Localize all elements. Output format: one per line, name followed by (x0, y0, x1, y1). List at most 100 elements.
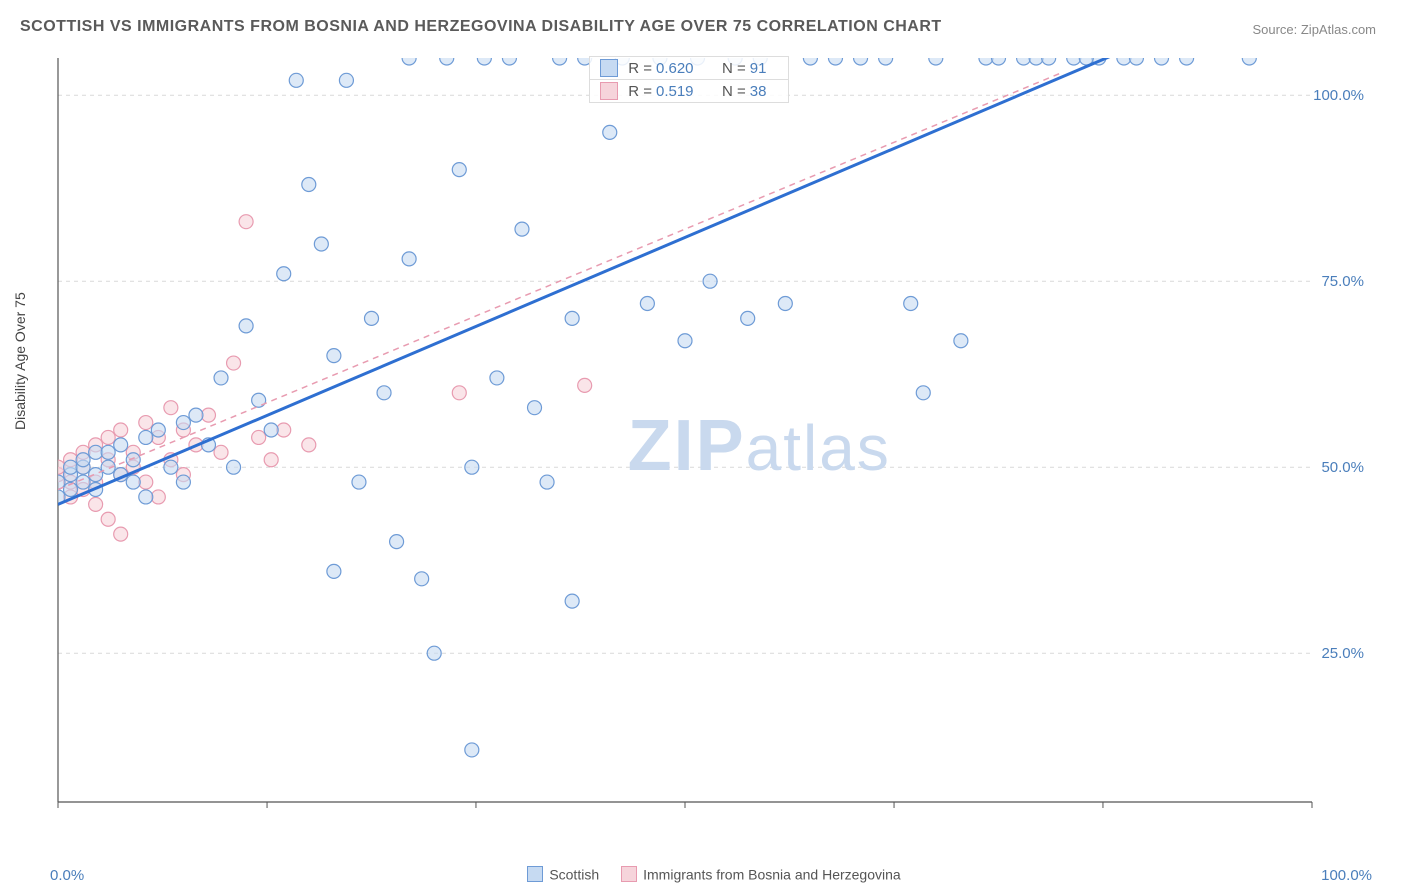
y-axis-label: Disability Age Over 75 (12, 292, 28, 430)
data-point (402, 51, 416, 65)
stat-n-value: 38 (750, 83, 778, 100)
data-point (176, 475, 190, 489)
data-point (427, 646, 441, 660)
data-point (979, 51, 993, 65)
data-point (1042, 51, 1056, 65)
data-point (415, 572, 429, 586)
data-point (302, 438, 316, 452)
data-point (277, 423, 291, 437)
data-point (76, 453, 90, 467)
series-scottish (51, 51, 1256, 757)
data-point (640, 297, 654, 311)
data-point (114, 423, 128, 437)
data-point (151, 490, 165, 504)
data-point (440, 51, 454, 65)
y-tick-label: 50.0% (1321, 459, 1364, 476)
trendline-scottish (58, 51, 1124, 505)
data-point (402, 252, 416, 266)
scatter-plot: 25.0%50.0%75.0%100.0% (50, 50, 1370, 820)
data-point (565, 594, 579, 608)
stat-n-value: 91 (750, 60, 778, 77)
data-point (327, 349, 341, 363)
data-point (164, 401, 178, 415)
data-point (1029, 51, 1043, 65)
data-point (89, 497, 103, 511)
data-point (51, 460, 65, 474)
data-point (126, 475, 140, 489)
data-point (515, 222, 529, 236)
data-point (929, 51, 943, 65)
legend-label-scottish: Scottish (549, 866, 599, 882)
data-point (528, 401, 542, 415)
data-point (954, 334, 968, 348)
data-point (151, 423, 165, 437)
data-point (490, 371, 504, 385)
data-point (227, 460, 241, 474)
data-point (239, 319, 253, 333)
data-point (390, 535, 404, 549)
data-point (502, 51, 516, 65)
data-point (201, 408, 215, 422)
legend-swatch (600, 59, 618, 77)
data-point (339, 73, 353, 87)
data-point (352, 475, 366, 489)
legend-swatch (600, 82, 618, 100)
data-point (101, 445, 115, 459)
data-point (578, 378, 592, 392)
data-point (252, 430, 266, 444)
chart-title: SCOTTISH VS IMMIGRANTS FROM BOSNIA AND H… (20, 18, 942, 36)
data-point (139, 416, 153, 430)
stat-r-label: R = (628, 83, 652, 100)
data-point (992, 51, 1006, 65)
data-point (114, 438, 128, 452)
data-point (904, 297, 918, 311)
data-point (189, 408, 203, 422)
data-point (452, 386, 466, 400)
data-point (553, 51, 567, 65)
data-point (214, 371, 228, 385)
series-bosnia (51, 215, 592, 541)
data-point (1067, 51, 1081, 65)
data-point (139, 475, 153, 489)
stat-n-label: N = (722, 60, 746, 77)
data-point (89, 445, 103, 459)
data-point (1242, 51, 1256, 65)
y-tick-label: 25.0% (1321, 645, 1364, 662)
data-point (1017, 51, 1031, 65)
data-point (879, 51, 893, 65)
y-tick-label: 75.0% (1321, 273, 1364, 290)
data-point (854, 51, 868, 65)
data-point (277, 267, 291, 281)
data-point (101, 512, 115, 526)
data-point (678, 334, 692, 348)
data-point (227, 356, 241, 370)
data-point (1117, 51, 1131, 65)
x-axis-min-label: 0.0% (50, 867, 84, 884)
data-point (314, 237, 328, 251)
legend-swatch (621, 866, 637, 882)
data-point (603, 125, 617, 139)
data-point (465, 743, 479, 757)
data-point (452, 163, 466, 177)
trendline-bosnia (58, 73, 1061, 490)
data-point (64, 460, 78, 474)
data-point (741, 311, 755, 325)
x-axis-max-label: 100.0% (1321, 867, 1372, 884)
data-point (916, 386, 930, 400)
data-point (565, 311, 579, 325)
data-point (703, 274, 717, 288)
data-point (264, 453, 278, 467)
stats-row-scottish: R =0.620N =91 (589, 56, 789, 80)
data-point (365, 311, 379, 325)
data-point (828, 51, 842, 65)
legend-bottom: Scottish Immigrants from Bosnia and Herze… (0, 865, 1406, 882)
data-point (1180, 51, 1194, 65)
data-point (114, 527, 128, 541)
source-label: Source: ZipAtlas.com (1252, 22, 1376, 37)
legend-label-bosnia: Immigrants from Bosnia and Herzegovina (643, 866, 901, 882)
stats-box: R =0.620N =91R =0.519N =38 (589, 57, 789, 103)
stat-r-label: R = (628, 60, 652, 77)
data-point (778, 297, 792, 311)
data-point (176, 416, 190, 430)
data-point (252, 393, 266, 407)
